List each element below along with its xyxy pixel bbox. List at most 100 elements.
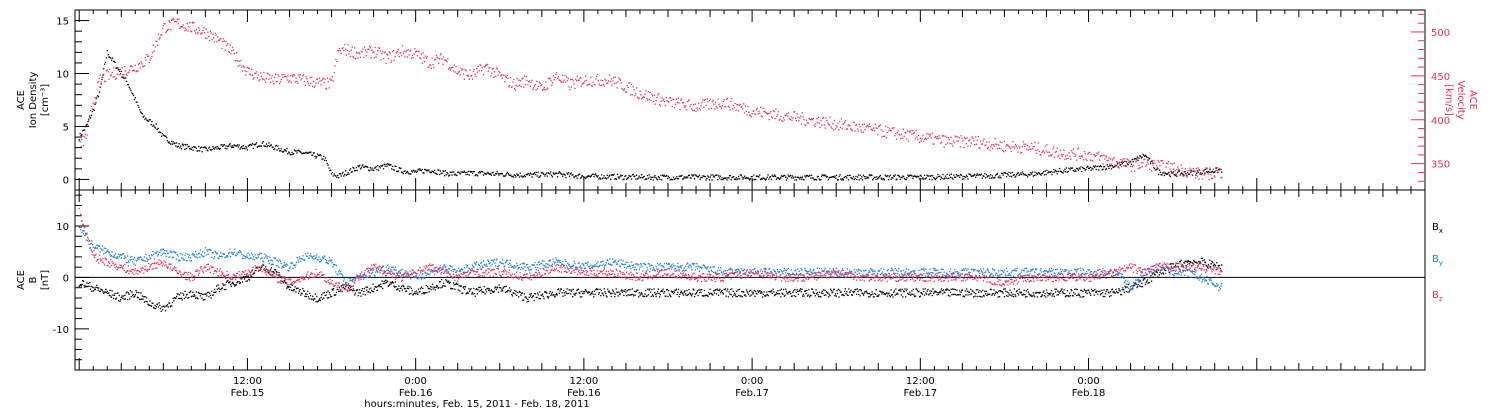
velocity-series-point — [1195, 177, 1196, 178]
ion-density-series-point — [967, 178, 968, 179]
b-x-series-point — [933, 293, 934, 294]
velocity-series-point — [414, 48, 415, 49]
velocity-series-point — [1034, 142, 1035, 143]
b-x-series-point — [533, 295, 534, 296]
b-x-series-point — [1068, 296, 1069, 297]
b-x-series-point — [164, 306, 165, 307]
b-x-series-point — [459, 290, 460, 291]
ion-density-series-point — [988, 175, 989, 176]
b-x-series-point — [361, 290, 362, 291]
velocity-series-point — [848, 124, 849, 125]
velocity-series-point — [803, 116, 804, 117]
b-x-series-point — [192, 295, 193, 296]
velocity-series-point — [627, 85, 628, 86]
velocity-series-point — [829, 125, 830, 126]
ion-density-series-point — [142, 113, 143, 114]
b-x-series-point — [154, 305, 155, 306]
b-x-series-point — [91, 291, 92, 292]
b-x-series-point — [888, 293, 889, 294]
velocity-series-point — [639, 91, 640, 92]
b-x-series-point — [1175, 265, 1176, 266]
ion-density-series-point — [609, 175, 610, 176]
b-y-series-point — [319, 261, 320, 262]
b-x-series-point — [538, 298, 539, 299]
b-y-series-point — [386, 267, 387, 268]
b-x-series-point — [754, 290, 755, 291]
velocity-series-point — [561, 81, 562, 82]
velocity-series-point — [1164, 172, 1165, 173]
b-y-series-point — [114, 255, 115, 256]
velocity-series-point — [859, 126, 860, 127]
b-x-series-point — [299, 291, 300, 292]
ion-density-series-point — [636, 175, 637, 176]
velocity-series-point — [577, 76, 578, 77]
ion-density-series-point — [226, 148, 227, 149]
b-y-series-point — [310, 253, 311, 254]
b-x-series-point — [406, 290, 407, 291]
b-x-series-point — [483, 292, 484, 293]
b-x-series-point — [999, 296, 1000, 297]
b-x-series-point — [1187, 262, 1188, 263]
b-x-series-point — [663, 289, 664, 290]
velocity-series-point — [1019, 148, 1020, 149]
b-x-series-point — [925, 288, 926, 289]
velocity-series-point — [197, 33, 198, 34]
b-x-series-point — [295, 291, 296, 292]
ion-density-series-point — [962, 179, 963, 180]
b-x-series-point — [841, 291, 842, 292]
velocity-series-point — [966, 143, 967, 144]
b-x-series-point — [185, 297, 186, 298]
ion-density-series-point — [659, 179, 660, 180]
b-x-series-point — [298, 293, 299, 294]
ion-density-series-point — [552, 176, 553, 177]
velocity-series-point — [668, 102, 669, 103]
velocity-series-point — [617, 81, 618, 82]
ion-density-series-point — [712, 174, 713, 175]
b-x-series-point — [159, 302, 160, 303]
ion-density-series-point — [855, 176, 856, 177]
velocity-series-point — [504, 81, 505, 82]
velocity-series-point — [214, 41, 215, 42]
velocity-series-point — [346, 55, 347, 56]
ion-density-series-point — [1034, 175, 1035, 176]
velocity-series-point — [988, 147, 989, 148]
b-x-series-point — [553, 294, 554, 295]
ion-density-series-point — [1034, 172, 1035, 173]
ion-density-series-point — [199, 150, 200, 151]
velocity-series-point — [199, 30, 200, 31]
b-x-series-point — [712, 294, 713, 295]
b-x-series-point — [518, 296, 519, 297]
b-x-series-point — [322, 299, 323, 300]
b-x-series-point — [510, 291, 511, 292]
ion-density-series-point — [640, 177, 641, 178]
ion-density-series-point — [596, 175, 597, 176]
ion-density-series-point — [880, 175, 881, 176]
b-x-series-point — [846, 291, 847, 292]
velocity-series-point — [938, 138, 939, 139]
b-x-series-point — [326, 292, 327, 293]
velocity-series-point — [644, 97, 645, 98]
b-x-series-point — [280, 276, 281, 277]
b-x-series-point — [472, 292, 473, 293]
ion-density-series-point — [719, 177, 720, 178]
velocity-series-point — [595, 78, 596, 79]
b-x-series-point — [1063, 289, 1064, 290]
velocity-series-point — [98, 81, 99, 82]
ion-density-series-point — [80, 133, 81, 134]
velocity-series-point — [87, 134, 88, 135]
ion-density-series-point — [1094, 167, 1095, 168]
b-x-series-point — [370, 288, 371, 289]
b-y-series-point — [325, 262, 326, 263]
velocity-series-point — [354, 47, 355, 48]
b-y-series-point — [154, 259, 155, 260]
ion-density-series-point — [1068, 171, 1069, 172]
b-x-series-point — [440, 287, 441, 288]
ion-density-series-point — [537, 175, 538, 176]
ion-density-series-point — [456, 175, 457, 176]
b-x-series-point — [829, 294, 830, 295]
velocity-series-point — [695, 104, 696, 105]
velocity-series-point — [484, 66, 485, 67]
velocity-series-point — [311, 77, 312, 78]
b-x-series-point — [529, 297, 530, 298]
velocity-series-point — [512, 81, 513, 82]
